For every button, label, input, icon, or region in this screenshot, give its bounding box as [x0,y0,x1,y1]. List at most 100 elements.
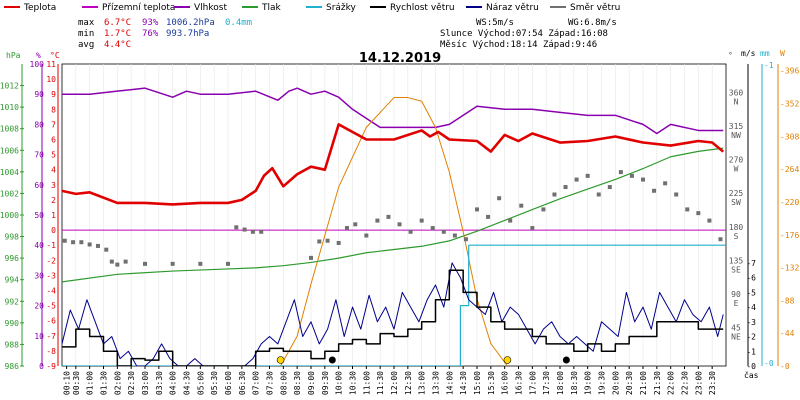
x-tick-label: 18:00 [556,371,565,395]
w-tick-label: -396 [780,67,799,76]
wind-direction-point [607,185,612,190]
mm-tick-label: -0 [764,359,774,368]
w-axis-label: W [780,49,785,58]
wind-direction-point [441,229,446,234]
wind-direction-point [408,229,413,234]
pct-tick-label: 90 [34,90,44,99]
wind-speed-line [62,269,724,366]
wind-direction-point [344,226,349,231]
x-tick-label: 04:30 [183,371,192,395]
hpa-tick-label: 988 [5,340,20,349]
legend-label: Směr větru [570,3,620,13]
wind-direction-point [574,177,579,182]
sun-marker [276,356,285,364]
dir-tick-label: NW [731,131,741,140]
hpa-tick-label: 1000 [0,211,19,220]
stat-humidity: 76% [142,29,159,39]
wind-direction-point [386,214,391,219]
wind-direction-point [463,237,468,242]
x-tick-label: 09:30 [321,371,330,395]
temp-tick-label: -4 [46,287,56,296]
hpa-tick-label: 998 [5,233,20,242]
dir-axis-label: ° [728,51,733,60]
wind-direction-point [519,203,524,208]
pct-tick-label: 70 [34,151,44,160]
wind-direction-point [674,192,679,197]
w-tick-label: -352 [780,100,799,109]
ms-tick-label: -7 [746,259,756,268]
temp-tick-label: 9 [51,90,56,99]
temp-tick-label: -9 [46,362,56,371]
w-tick-label: -88 [780,296,795,305]
x-tick-label: 18:30 [570,371,579,395]
x-tick-label: 01:30 [100,371,109,395]
stat-row-label: avg [78,40,94,50]
legend: Teplota Přízemní teplota Vlhkost Tlak Srážky… [4,3,620,13]
temp-tick-label: -8 [46,347,56,356]
hpa-tick-label: 986 [5,362,20,371]
wind-direction-point [596,192,601,197]
dir-tick-label: N [734,98,739,107]
x-tick-label: 16:30 [515,371,524,395]
hpa-tick-label: 1010 [0,103,19,112]
chart-title: 14.12.2019 [359,51,441,66]
temp-tick-label: 10 [46,75,56,84]
hpa-tick-label: 992 [5,297,20,306]
x-tick-label: 05:00 [196,371,205,395]
x-tick-label: 23:00 [694,371,703,395]
wind-direction-point [62,238,67,243]
wind-direction-point [618,170,623,175]
x-tick-label: 04:00 [169,371,178,395]
ms-tick-label: -0 [746,362,756,371]
wind-direction-point [641,177,645,182]
stat-row-label: max [78,18,95,28]
wind-direction-point [259,229,264,234]
temp-tick-label: -2 [46,256,56,265]
x-tick-label: 12:30 [404,371,413,395]
stat-row-label: min [78,29,94,39]
x-tick-label: 02:30 [127,371,136,395]
temp-tick-label: -5 [46,302,56,311]
wind-direction-point [71,240,76,245]
dir-tick-value: 360 [729,89,744,98]
x-tick-label: 14:30 [459,371,468,395]
dir-tick-value: 270 [729,156,744,165]
x-tick-label: 17:30 [542,371,551,395]
w-tick-label: -308 [780,132,799,141]
wind-direction-point [475,207,479,212]
ms-tick-label: -1 [746,347,756,356]
wind-direction-point [530,226,535,231]
wind-direction-point [629,173,634,178]
wind-direction-point [563,185,568,190]
wind-direction-point [353,222,358,227]
temp-tick-label: 3 [51,181,56,190]
pressure-line [62,147,724,283]
temp-axis-label: °C [50,51,60,60]
wind-direction-point [309,255,313,260]
stats-panel: max 6.7°C 93% 1006.2hPa 0.4mm min 1.7°C 76% 993.… [78,18,617,50]
hpa-tick-label: 996 [5,254,20,263]
legend-label: Náraz větru [486,3,539,13]
wind-direction-point [718,237,723,242]
stat-temp: 6.7°C [104,18,131,28]
temp-tick-label: -6 [46,317,56,326]
wind-direction-point [364,233,369,238]
wind-direction-point [317,239,322,244]
wind-direction-point [336,240,341,245]
wind-direction-point [109,259,114,264]
wind-direction-point [170,261,175,266]
x-tick-label: 03:00 [141,371,150,395]
w-tick-label: -176 [780,231,799,240]
stat-rain: 0.4mm [225,18,252,28]
w-tick-label: -132 [780,264,799,273]
x-tick-label: 02:00 [113,371,122,395]
x-tick-label: 07:30 [266,371,275,395]
temp-tick-label: -1 [46,241,56,250]
stat-temp: 4.4°C [104,40,131,50]
stat-pressure: 993.7hPa [166,29,209,39]
moon-marker [562,356,570,364]
x-tick-label: 07:00 [252,371,261,395]
temp-tick-label: -3 [46,271,56,280]
hpa-tick-label: 1006 [0,146,19,155]
